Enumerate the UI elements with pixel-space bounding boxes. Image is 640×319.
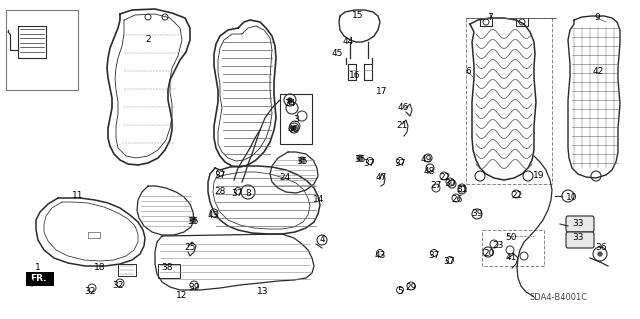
Text: 28: 28 [214,188,226,197]
Text: 1: 1 [35,263,41,272]
Text: 32: 32 [84,286,96,295]
Text: 34: 34 [284,99,296,108]
Text: FR.: FR. [30,274,47,283]
Circle shape [190,217,196,223]
Text: 35: 35 [188,218,199,226]
Text: 7: 7 [487,13,493,23]
Text: 26: 26 [451,196,463,204]
Text: 40: 40 [287,125,299,135]
Text: 15: 15 [352,11,364,19]
Text: 32: 32 [112,280,124,290]
Text: 35: 35 [355,155,365,165]
Text: 22: 22 [511,191,523,201]
Text: 43: 43 [207,211,219,219]
Text: 30: 30 [444,179,456,188]
Text: 39: 39 [188,283,200,292]
Circle shape [292,126,296,130]
Text: 5: 5 [397,286,403,295]
Text: 31: 31 [456,184,468,194]
Text: 29: 29 [405,284,417,293]
Text: 10: 10 [566,194,578,203]
Text: 6: 6 [465,68,471,77]
Text: 37: 37 [231,189,243,197]
Circle shape [288,98,292,102]
FancyBboxPatch shape [26,272,54,286]
Text: 33: 33 [572,234,584,242]
Text: 44: 44 [342,38,354,47]
Circle shape [598,252,602,256]
FancyBboxPatch shape [566,216,594,232]
Text: 37: 37 [428,250,440,259]
Text: 11: 11 [72,191,84,201]
Bar [6,10,78,90]
Text: 43: 43 [374,250,386,259]
Text: 33: 33 [572,219,584,228]
Text: 42: 42 [593,68,604,77]
Text: 4: 4 [319,235,325,244]
Text: 21: 21 [396,121,408,130]
Text: SDA4-B4001C: SDA4-B4001C [530,293,588,302]
Text: 20: 20 [483,249,495,257]
Text: 19: 19 [533,172,545,181]
Text: 37: 37 [364,159,375,167]
Text: 41: 41 [506,254,516,263]
Circle shape [357,155,363,161]
Text: 13: 13 [257,286,269,295]
Text: 3: 3 [293,115,299,124]
Text: 38: 38 [161,263,173,271]
Text: 14: 14 [314,195,324,204]
Text: 18: 18 [94,263,106,271]
Text: 16: 16 [349,70,361,79]
Text: 27: 27 [430,182,442,190]
Text: 17: 17 [376,87,388,97]
Text: 2: 2 [145,35,151,44]
Text: 25: 25 [184,243,196,253]
Text: 8: 8 [245,189,251,197]
Text: 36: 36 [595,243,607,253]
Text: 12: 12 [176,291,188,300]
Text: 47: 47 [375,174,387,182]
Text: 37: 37 [444,257,455,266]
Text: 22: 22 [440,173,451,182]
Bar [482,230,544,266]
Text: 39: 39 [471,209,483,218]
Text: 24: 24 [280,174,291,182]
Text: 50: 50 [505,233,516,241]
Text: 37: 37 [214,170,226,180]
Text: 46: 46 [397,102,409,112]
FancyBboxPatch shape [566,232,594,248]
Text: 48: 48 [423,167,435,175]
Text: 49: 49 [420,155,432,165]
Text: 9: 9 [594,13,600,23]
Bar [280,94,312,144]
Text: 23: 23 [492,241,504,250]
Circle shape [299,157,305,163]
Text: 35: 35 [296,158,308,167]
Bar [118,264,136,276]
Text: 37: 37 [394,159,406,167]
Bar [158,264,180,278]
Text: 45: 45 [332,48,342,57]
